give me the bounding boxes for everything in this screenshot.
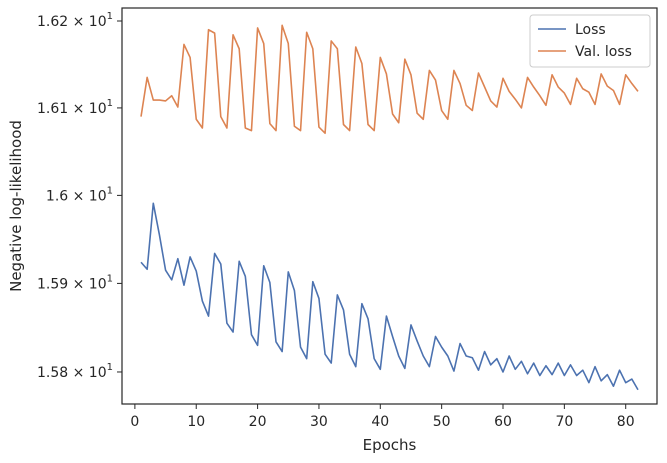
legend-label-val-loss: Val. loss — [575, 44, 632, 60]
legend-label-loss: Loss — [575, 22, 606, 38]
y-axis-label: Negative log-likelihood — [7, 120, 25, 292]
x-tick-label: 20 — [249, 414, 267, 430]
y-tick-label: 1.59 × 101 — [37, 273, 113, 292]
y-axis: 1.58 × 101 1.59 × 101 1.6 × 101 1.61 × 101 1… — [37, 11, 122, 381]
legend-box — [529, 14, 651, 68]
series-line-val-loss — [140, 24, 639, 135]
plot-area — [140, 24, 639, 391]
y-tick-label: 1.58 × 101 — [37, 362, 113, 381]
series-line-loss — [140, 202, 639, 391]
x-tick-label: 40 — [371, 414, 389, 430]
x-tick-label: 50 — [433, 414, 451, 430]
y-tick-label: 1.62 × 101 — [37, 11, 113, 30]
x-tick-label: 10 — [187, 414, 205, 430]
x-tick-label: 70 — [555, 414, 573, 430]
y-tick-label: 1.61 × 101 — [37, 98, 113, 117]
x-axis: 0 10 20 30 40 50 60 70 80 — [130, 404, 635, 430]
y-tick-label: 1.6 × 101 — [46, 185, 113, 204]
x-tick-label: 60 — [494, 414, 512, 430]
x-tick-label: 80 — [617, 414, 635, 430]
x-tick-label: 0 — [130, 414, 139, 430]
x-tick-label: 30 — [310, 414, 328, 430]
legend: Loss Val. loss — [529, 14, 651, 68]
axes-frame — [121, 7, 658, 405]
x-axis-label: Epochs — [363, 436, 417, 454]
